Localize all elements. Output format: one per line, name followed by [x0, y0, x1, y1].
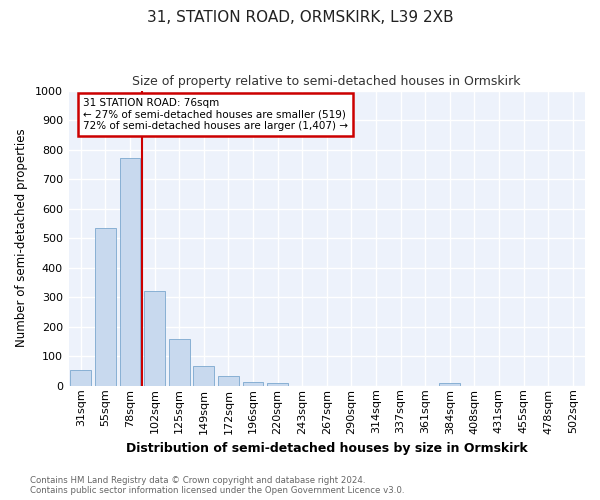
Bar	[95, 228, 116, 386]
Title: Size of property relative to semi-detached houses in Ormskirk: Size of property relative to semi-detach…	[133, 75, 521, 88]
Bar	[119, 158, 140, 386]
Bar	[439, 383, 460, 386]
Text: 31 STATION ROAD: 76sqm
← 27% of semi-detached houses are smaller (519)
72% of se: 31 STATION ROAD: 76sqm ← 27% of semi-det…	[83, 98, 348, 131]
Text: 31, STATION ROAD, ORMSKIRK, L39 2XB: 31, STATION ROAD, ORMSKIRK, L39 2XB	[146, 10, 454, 25]
Bar	[267, 383, 288, 386]
Bar	[193, 366, 214, 386]
Y-axis label: Number of semi-detached properties: Number of semi-detached properties	[15, 129, 28, 348]
Bar	[144, 292, 165, 386]
Bar	[218, 376, 239, 386]
X-axis label: Distribution of semi-detached houses by size in Ormskirk: Distribution of semi-detached houses by …	[126, 442, 527, 455]
Bar	[70, 370, 91, 386]
Bar	[169, 338, 190, 386]
Bar	[242, 382, 263, 386]
Text: Contains HM Land Registry data © Crown copyright and database right 2024.
Contai: Contains HM Land Registry data © Crown c…	[30, 476, 404, 495]
